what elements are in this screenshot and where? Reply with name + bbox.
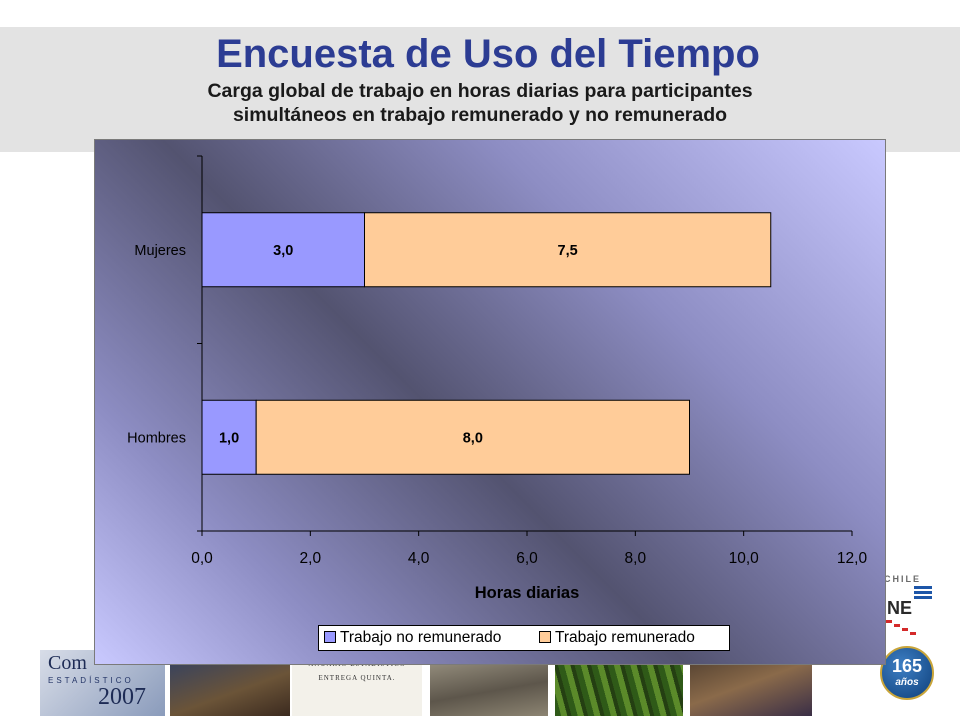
subtitle-line-2: simultáneos en trabajo remunerado y no r… — [232, 104, 728, 126]
badge-number: 165 — [891, 656, 923, 676]
bar-segment — [201, 212, 365, 288]
compendio-word: Com — [48, 652, 87, 674]
legend-swatch-paid — [539, 630, 551, 643]
ine-letters: INE — [882, 598, 912, 618]
data-label: 8,0 — [463, 430, 483, 446]
slide-subtitle: Carga global de trabajo en horas diarias… — [0, 79, 960, 127]
compendio-year: 2007 — [98, 684, 146, 710]
x-axis-title: Horas diarias — [475, 584, 580, 602]
legend-item-paid: Trabajo remunerado — [539, 629, 695, 647]
x-tick-label: 2,0 — [300, 550, 322, 567]
chart-frame: 0,0 2,0 4,0 6,0 8,0 10,0 12,0 Horas diarias Muje… — [94, 139, 886, 665]
header-band — [0, 27, 960, 152]
category-label: Mujeres — [134, 243, 186, 259]
ine-dots-icon — [886, 620, 916, 635]
bar-segment — [364, 212, 772, 288]
data-label: 3,0 — [273, 243, 293, 259]
legend-label-paid: Trabajo remunerado — [555, 629, 695, 646]
legend-item-unpaid: Trabajo no remunerado — [324, 629, 501, 647]
data-label: 7,5 — [558, 243, 578, 259]
x-tick-label: 6,0 — [516, 550, 538, 567]
slide-title: Encuesta de Uso del Tiempo — [216, 32, 760, 76]
ine-bars-icon — [914, 586, 932, 599]
badge-word: años — [895, 677, 919, 688]
x-tick-label: 12,0 — [837, 550, 868, 567]
subtitle-line-1: Carga global de trabajo en horas diarias… — [207, 80, 753, 102]
x-tick-label: 0,0 — [191, 550, 213, 567]
compendio-est-text: ESTADÍSTICO — [48, 676, 134, 685]
stacked-bar-chart: 0,0 2,0 4,0 6,0 8,0 10,0 12,0 Horas diarias Muje… — [127, 155, 868, 602]
data-label: 1,0 — [219, 430, 239, 446]
ine-logo: CHILE INE — [882, 574, 932, 635]
ine-country: CHILE — [884, 574, 921, 584]
bar-segment — [255, 399, 691, 475]
x-tick-label: 4,0 — [408, 550, 430, 567]
x-tick-label: 10,0 — [729, 550, 760, 567]
bar-segment — [201, 399, 257, 475]
legend-swatch-unpaid — [324, 630, 336, 643]
anuario-line-2: ENTREGA QUINTA. — [318, 674, 396, 682]
x-tick-label: 8,0 — [625, 550, 647, 567]
chart-legend: Trabajo no remunerado Trabajo remunerado — [318, 625, 730, 651]
legend-label-unpaid: Trabajo no remunerado — [340, 629, 502, 646]
anniversary-badge: 165 años — [880, 646, 934, 700]
category-label: Hombres — [127, 430, 186, 446]
